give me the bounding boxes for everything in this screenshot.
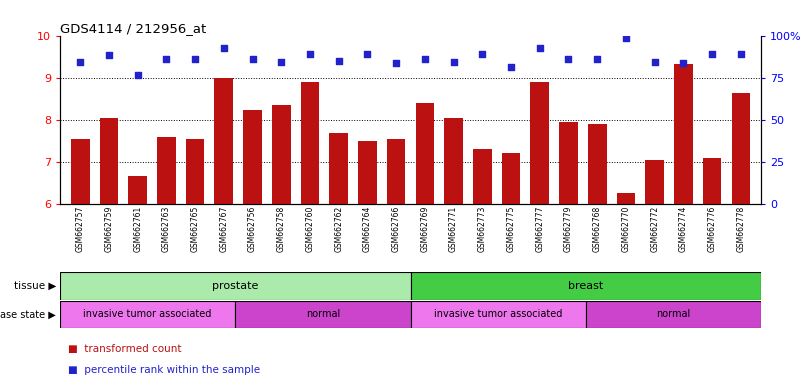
Bar [300, 83, 320, 204]
Bar [244, 109, 262, 204]
Text: GSM662758: GSM662758 [277, 205, 286, 252]
Point [390, 60, 403, 66]
Bar [157, 137, 175, 204]
Text: normal: normal [656, 310, 690, 319]
Point [648, 59, 661, 65]
Bar [473, 149, 492, 204]
Text: disease state ▶: disease state ▶ [0, 310, 56, 319]
Bar [128, 176, 147, 204]
Point [476, 51, 489, 58]
Text: GSM662763: GSM662763 [162, 205, 171, 252]
Point [160, 56, 173, 62]
Text: GSM662760: GSM662760 [305, 205, 315, 252]
Text: invasive tumor associated: invasive tumor associated [83, 310, 212, 319]
Bar [387, 139, 405, 204]
Bar [731, 93, 751, 204]
Text: GSM662766: GSM662766 [392, 205, 400, 252]
Bar [235, 301, 410, 328]
Text: GSM662759: GSM662759 [104, 205, 114, 252]
Point [562, 56, 575, 62]
Text: GSM662765: GSM662765 [191, 205, 199, 252]
Bar [272, 105, 291, 204]
Point [533, 45, 546, 51]
Bar [617, 193, 635, 204]
Text: GSM662762: GSM662762 [334, 205, 343, 252]
Point [447, 59, 460, 65]
Text: GSM662774: GSM662774 [679, 205, 688, 252]
Bar [99, 118, 119, 204]
Bar [530, 83, 549, 204]
Bar [329, 132, 348, 204]
Point [189, 56, 202, 62]
Text: GSM662767: GSM662767 [219, 205, 228, 252]
Text: prostate: prostate [212, 281, 259, 291]
Point [591, 56, 604, 62]
Text: GSM662779: GSM662779 [564, 205, 573, 252]
Text: ■  transformed count: ■ transformed count [68, 344, 182, 354]
Point [217, 45, 230, 51]
Bar [215, 78, 233, 204]
Point [103, 52, 115, 58]
Bar [60, 272, 410, 300]
Point [275, 59, 288, 65]
Text: normal: normal [306, 310, 340, 319]
Text: GSM662771: GSM662771 [449, 205, 458, 252]
Point [332, 58, 345, 64]
Bar [358, 141, 376, 204]
Text: GSM662764: GSM662764 [363, 205, 372, 252]
Text: GSM662769: GSM662769 [421, 205, 429, 252]
Text: ■  percentile rank within the sample: ■ percentile rank within the sample [68, 365, 260, 375]
Text: invasive tumor associated: invasive tumor associated [434, 310, 562, 319]
Point [619, 35, 632, 41]
Text: GSM662757: GSM662757 [75, 205, 85, 252]
Point [418, 56, 431, 62]
Text: GSM662756: GSM662756 [248, 205, 257, 252]
Bar [416, 103, 434, 204]
Point [706, 51, 718, 58]
Text: GSM662770: GSM662770 [622, 205, 630, 252]
Text: GDS4114 / 212956_at: GDS4114 / 212956_at [60, 22, 207, 35]
Point [735, 51, 747, 58]
Text: GSM662761: GSM662761 [133, 205, 142, 252]
Bar [559, 122, 578, 204]
Point [505, 63, 517, 70]
Point [304, 51, 316, 58]
Text: GSM662775: GSM662775 [506, 205, 516, 252]
Point [677, 60, 690, 66]
Bar [60, 301, 235, 328]
Bar [646, 160, 664, 204]
Bar [702, 157, 722, 204]
Text: GSM662773: GSM662773 [478, 205, 487, 252]
Point [246, 56, 259, 62]
Bar [410, 301, 586, 328]
Bar [501, 154, 521, 204]
Text: GSM662768: GSM662768 [593, 205, 602, 252]
Text: GSM662777: GSM662777 [535, 205, 544, 252]
Bar [445, 118, 463, 204]
Point [361, 51, 374, 58]
Bar [186, 139, 204, 204]
Bar [586, 301, 761, 328]
Bar [70, 139, 90, 204]
Bar [410, 272, 761, 300]
Text: GSM662776: GSM662776 [707, 205, 717, 252]
Text: breast: breast [568, 281, 603, 291]
Text: GSM662772: GSM662772 [650, 205, 659, 252]
Bar [674, 64, 693, 204]
Point [131, 72, 144, 78]
Bar [588, 124, 606, 204]
Text: GSM662778: GSM662778 [736, 205, 746, 252]
Point [74, 59, 87, 65]
Text: tissue ▶: tissue ▶ [14, 281, 56, 291]
